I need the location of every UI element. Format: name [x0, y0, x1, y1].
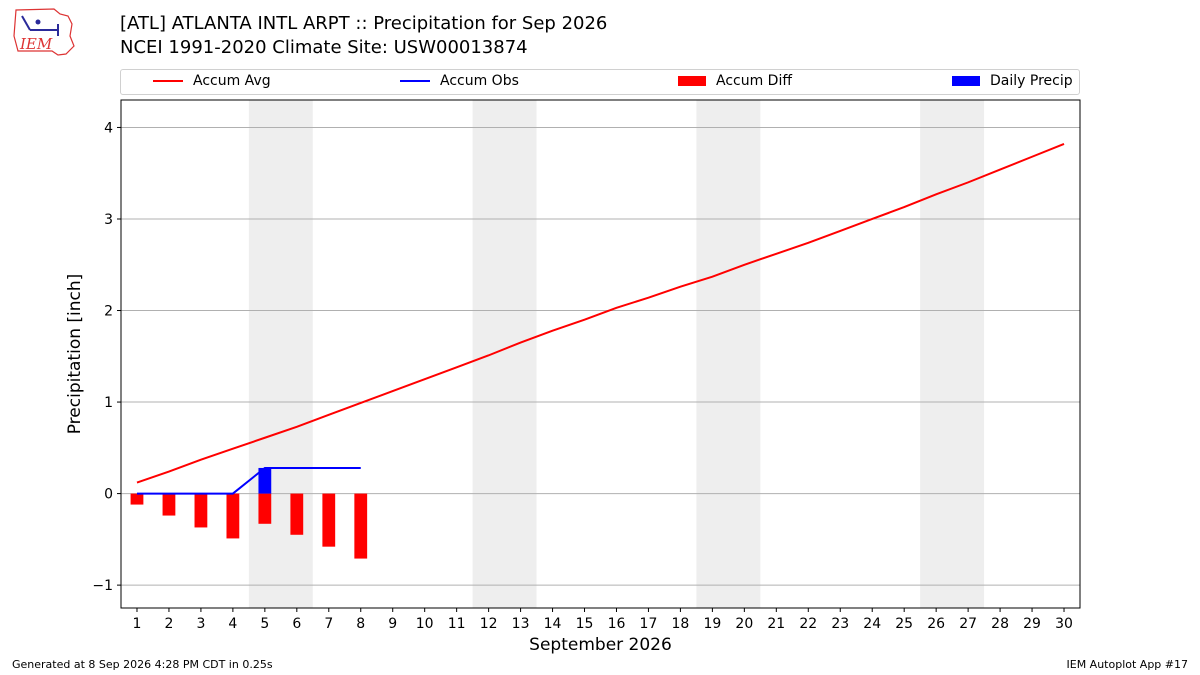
legend-item-accum-obs: Accum Obs	[400, 73, 519, 91]
x-tick-label: 28	[991, 616, 1009, 632]
x-tick-label: 1	[133, 616, 142, 632]
x-tick-label: 22	[799, 616, 817, 632]
weekend-band	[920, 100, 985, 608]
legend-label: Daily Precip	[990, 73, 1073, 89]
x-tick-label: 10	[416, 616, 434, 632]
legend-item-daily-precip: Daily Precip	[952, 73, 1073, 91]
weekend-band	[696, 100, 761, 608]
x-tick-label: 6	[292, 616, 301, 632]
bar-accum-diff	[226, 493, 240, 539]
y-tick-label: −1	[92, 578, 113, 594]
x-tick-label: 13	[512, 616, 530, 632]
bar-accum-diff	[290, 493, 304, 535]
x-tick-label: 29	[1023, 616, 1041, 632]
y-tick-label: 0	[104, 487, 113, 503]
x-tick-label: 9	[388, 616, 397, 632]
x-tick-label: 18	[672, 616, 690, 632]
x-tick-label: 8	[356, 616, 365, 632]
x-tick-label: 11	[448, 616, 466, 632]
y-axis-label: Precipitation [inch]	[65, 274, 85, 435]
y-tick-label: 1	[104, 395, 113, 411]
x-tick-label: 26	[927, 616, 945, 632]
x-tick-label: 7	[324, 616, 333, 632]
x-tick-label: 25	[895, 616, 913, 632]
legend-item-accum-avg: Accum Avg	[153, 73, 271, 91]
y-tick-label: 3	[104, 212, 113, 228]
x-tick-label: 5	[260, 616, 269, 632]
x-tick-label: 23	[831, 616, 849, 632]
x-tick-label: 2	[164, 616, 173, 632]
bar-accum-diff	[354, 493, 368, 559]
bar-accum-diff	[130, 493, 144, 505]
x-axis-label: September 2026	[529, 635, 672, 655]
x-tick-label: 24	[863, 616, 881, 632]
legend-label: Accum Diff	[716, 73, 793, 89]
x-tick-label: 19	[703, 616, 721, 632]
x-tick-label: 30	[1055, 616, 1073, 632]
x-tick-label: 27	[959, 616, 977, 632]
plot-frame	[120, 99, 1081, 609]
footer-app-id: IEM Autoplot App #17	[1066, 658, 1189, 671]
legend-swatch-accum-obs	[400, 80, 430, 82]
chart-title: [ATL] ATLANTA INTL ARPT :: Precipitation…	[120, 13, 608, 34]
bar-accum-diff	[194, 493, 208, 528]
x-tick-label: 21	[767, 616, 785, 632]
bar-accum-diff	[258, 493, 272, 524]
weekend-band	[472, 100, 537, 608]
logo-text: IEM	[19, 35, 53, 53]
bar-daily-precip	[258, 467, 272, 494]
x-tick-label: 16	[608, 616, 626, 632]
legend-swatch-accum-avg	[153, 80, 183, 82]
chart-subtitle: NCEI 1991-2020 Climate Site: USW00013874	[120, 37, 528, 58]
legend-swatch-accum-diff	[678, 76, 706, 86]
x-tick-label: 14	[544, 616, 562, 632]
x-tick-label: 4	[228, 616, 237, 632]
footer-generated: Generated at 8 Sep 2026 4:28 PM CDT in 0…	[12, 658, 273, 671]
iem-logo: IEM	[13, 8, 75, 56]
x-tick-label: 20	[735, 616, 753, 632]
x-tick-label: 3	[196, 616, 205, 632]
line-accum-obs	[136, 466, 361, 495]
legend-label: Accum Avg	[193, 73, 271, 89]
x-tick-label: 12	[480, 616, 498, 632]
legend-swatch-daily-precip	[952, 76, 980, 86]
x-tick-label: 17	[640, 616, 658, 632]
y-tick-label: 4	[104, 120, 113, 136]
legend: Accum Avg Accum Obs Accum Diff Daily Pre…	[120, 69, 1080, 95]
y-tick-label: 2	[104, 304, 113, 320]
legend-label: Accum Obs	[440, 73, 519, 89]
legend-item-accum-diff: Accum Diff	[678, 73, 792, 91]
line-accum-avg	[136, 143, 1065, 484]
x-tick-label: 15	[576, 616, 594, 632]
bar-accum-diff	[322, 493, 336, 547]
bar-accum-diff	[162, 493, 176, 516]
